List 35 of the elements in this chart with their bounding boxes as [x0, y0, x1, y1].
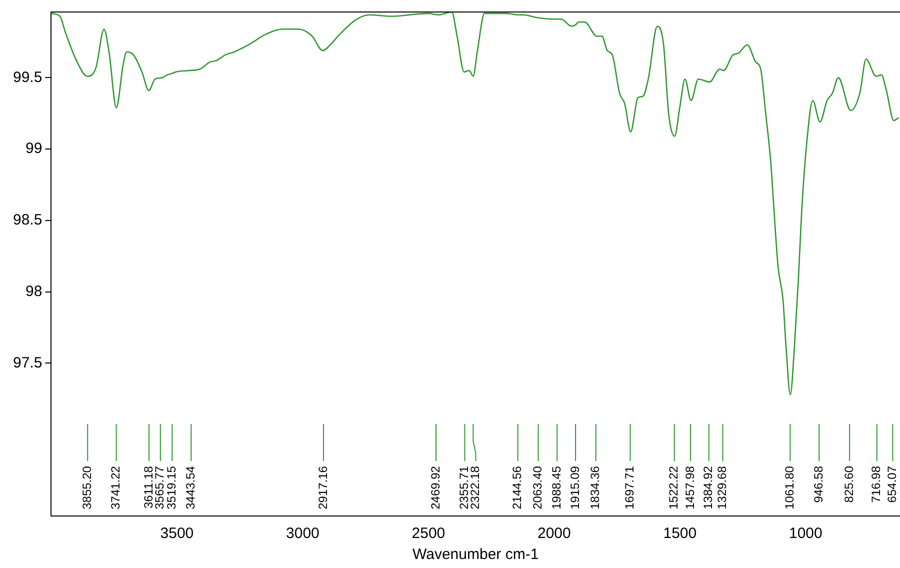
annotation: 1457.98	[682, 466, 697, 510]
x-tick-label: 2500	[412, 525, 446, 542]
annotation: 825.60	[842, 466, 856, 503]
annotation: 946.58	[811, 466, 826, 503]
x-tick-label: 3500	[160, 525, 194, 542]
annotation: 3741.22	[108, 466, 123, 510]
y-tick-label: 98.5	[12, 212, 42, 229]
annotation: 3565.77	[152, 466, 167, 510]
annotation: 1915.09	[568, 466, 582, 510]
x-tick-label: 1500	[663, 525, 697, 542]
annotation: 2144.56	[510, 466, 524, 510]
annotation: 3611.18	[141, 466, 156, 508]
y-tick-label: 99	[26, 140, 42, 158]
y-tick-label: 98	[26, 282, 42, 300]
annotation: 1697.71	[622, 466, 637, 510]
annotation: 1834.36	[588, 466, 602, 510]
x-tick-label: 2000	[538, 525, 571, 542]
annotation: 2063.40	[530, 466, 545, 510]
annotation: 2469.92	[428, 466, 442, 510]
annotation: 1061.80	[782, 466, 796, 510]
annotation: 1329.68	[715, 466, 730, 510]
y-tick-label: 97.5	[12, 354, 42, 372]
y-tick-label: 99.5	[12, 68, 42, 86]
x-axis-title: Wavenumber cm-1	[412, 546, 539, 564]
annotation: 1988.45	[549, 466, 564, 510]
annotation: 716.98	[869, 466, 884, 503]
annotation: 3519.15	[164, 466, 178, 510]
annotation: 3443.54	[183, 466, 198, 510]
annotation: 2917.16	[316, 466, 330, 510]
annotation: 1384.92	[701, 466, 716, 510]
annotation: 1522.22	[666, 466, 681, 510]
x-tick-label: 1000	[789, 525, 822, 542]
x-tick-label: 3000	[286, 525, 320, 542]
annotation: 654.07	[885, 466, 899, 503]
annotation: 3855.20	[80, 466, 94, 510]
